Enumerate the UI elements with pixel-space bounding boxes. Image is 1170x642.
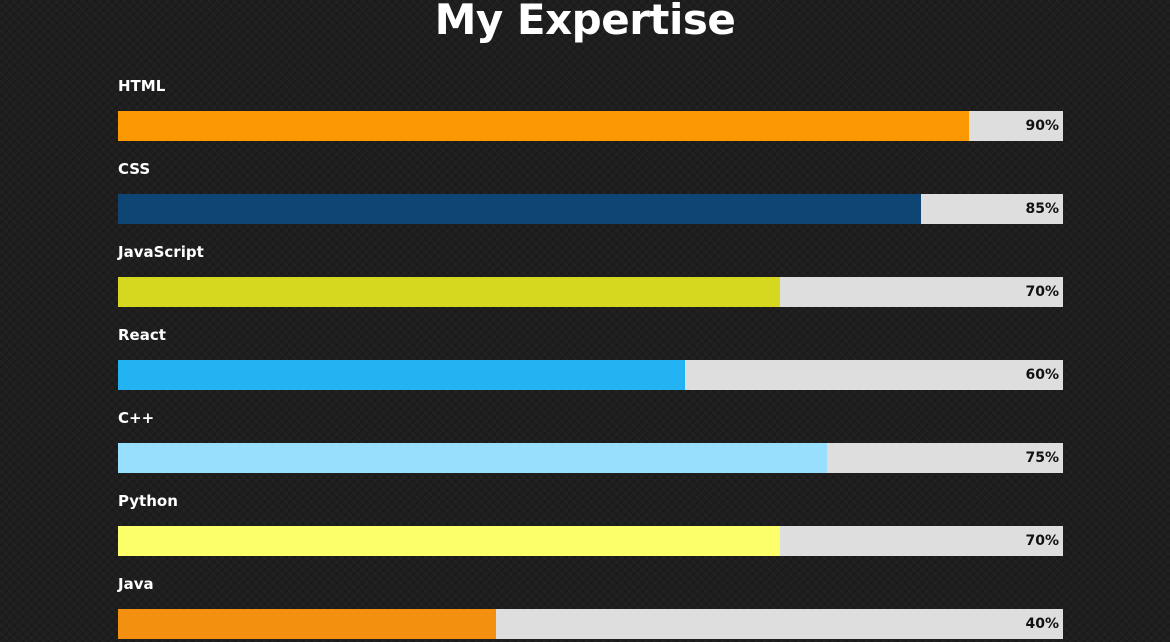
progress-track: 70% [118,526,1063,556]
progress-track: 40% [118,609,1063,639]
progress-fill [118,526,780,556]
percent-label: 90% [1025,118,1059,134]
progress-track: 75% [118,443,1063,473]
progress-track: 90% [118,111,1063,141]
progress-fill [118,277,780,307]
skill-javascript: JavaScript 70% [118,239,1063,322]
progress-fill [118,111,969,141]
skill-cpp: C++ 75% [118,405,1063,488]
percent-label: 60% [1025,367,1059,383]
skill-python: Python 70% [118,488,1063,571]
skill-label: HTML [118,77,166,95]
progress-fill [118,360,685,390]
progress-track: 70% [118,277,1063,307]
skill-label: Python [118,492,178,510]
progress-track: 85% [118,194,1063,224]
skills-list: HTML 90% CSS 85% JavaScript 70% React 60… [118,73,1063,642]
skill-html: HTML 90% [118,73,1063,156]
skill-css: CSS 85% [118,156,1063,239]
progress-track: 60% [118,360,1063,390]
progress-fill [118,443,827,473]
skill-react: React 60% [118,322,1063,405]
progress-fill [118,194,922,224]
skill-label: JavaScript [118,243,204,261]
percent-label: 85% [1025,201,1059,217]
skill-label: CSS [118,160,151,178]
percent-label: 40% [1025,616,1059,632]
page-title: My Expertise [434,0,736,44]
skill-label: C++ [118,409,155,427]
percent-label: 70% [1025,533,1059,549]
skill-java: Java 40% [118,571,1063,642]
progress-fill [118,609,496,639]
percent-label: 70% [1025,284,1059,300]
skill-label: React [118,326,166,344]
skill-label: Java [118,575,154,593]
percent-label: 75% [1025,450,1059,466]
